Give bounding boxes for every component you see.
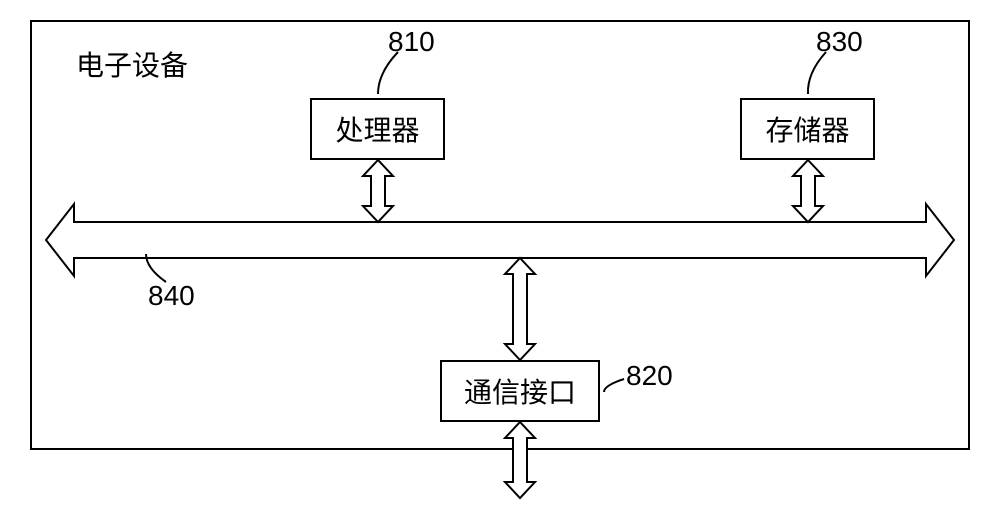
device-title: 电子设备 bbox=[76, 44, 188, 84]
processor-box: 处理器 bbox=[310, 98, 445, 160]
bus-label: 通信总线 bbox=[170, 225, 282, 265]
ref-bus: 840 bbox=[148, 280, 195, 312]
ref-comm-if: 820 bbox=[626, 360, 673, 392]
ref-memory: 830 bbox=[816, 26, 863, 58]
processor-label: 处理器 bbox=[335, 109, 419, 149]
memory-box: 存储器 bbox=[740, 98, 875, 160]
ref-processor: 810 bbox=[388, 26, 435, 58]
memory-label: 存储器 bbox=[765, 109, 849, 149]
comm-interface-box: 通信接口 bbox=[440, 360, 600, 422]
comm-interface-label: 通信接口 bbox=[464, 371, 576, 411]
